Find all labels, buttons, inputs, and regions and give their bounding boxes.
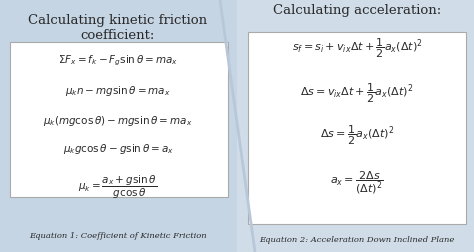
Text: Calculating acceleration:: Calculating acceleration: <box>273 4 441 17</box>
Text: $\mu_k = \dfrac{a_x + g\sin\theta}{g\cos\theta}$: $\mu_k = \dfrac{a_x + g\sin\theta}{g\cos… <box>78 174 157 201</box>
Text: $s_f = s_i + v_{ix}\Delta t + \dfrac{1}{2}a_x(\Delta t)^2$: $s_f = s_i + v_{ix}\Delta t + \dfrac{1}{… <box>292 37 422 60</box>
Text: $\Delta s = \dfrac{1}{2}a_x(\Delta t)^2$: $\Delta s = \dfrac{1}{2}a_x(\Delta t)^2$ <box>320 124 394 147</box>
Text: $\mu_k n - mg\sin\theta = ma_x$: $\mu_k n - mg\sin\theta = ma_x$ <box>65 84 171 98</box>
Text: $a_x = \dfrac{2\Delta s}{(\Delta t)^2}$: $a_x = \dfrac{2\Delta s}{(\Delta t)^2}$ <box>330 170 383 196</box>
Bar <box>0 0 237 252</box>
Text: Equation 2: Acceleration Down Inclined Plane: Equation 2: Acceleration Down Inclined P… <box>259 236 455 244</box>
Text: $\mu_k(mg\cos\theta) - mg\sin\theta = ma_x$: $\mu_k(mg\cos\theta) - mg\sin\theta = ma… <box>43 114 193 128</box>
Text: $\Delta s = v_{ix}\Delta t + \dfrac{1}{2}a_x(\Delta t)^2$: $\Delta s = v_{ix}\Delta t + \dfrac{1}{2… <box>301 82 414 106</box>
Text: $\Sigma F_x = f_k - F_g\sin\theta = ma_x$: $\Sigma F_x = f_k - F_g\sin\theta = ma_x… <box>58 54 178 68</box>
Text: Equation 1: Coefficient of Kinetic Friction: Equation 1: Coefficient of Kinetic Frict… <box>29 232 207 240</box>
Bar <box>237 0 474 252</box>
Text: $\mu_k g\cos\theta - g\sin\theta = a_x$: $\mu_k g\cos\theta - g\sin\theta = a_x$ <box>63 142 173 156</box>
Bar <box>248 32 466 224</box>
Text: Calculating kinetic friction
coefficient:: Calculating kinetic friction coefficient… <box>28 14 208 42</box>
Bar <box>10 42 228 197</box>
